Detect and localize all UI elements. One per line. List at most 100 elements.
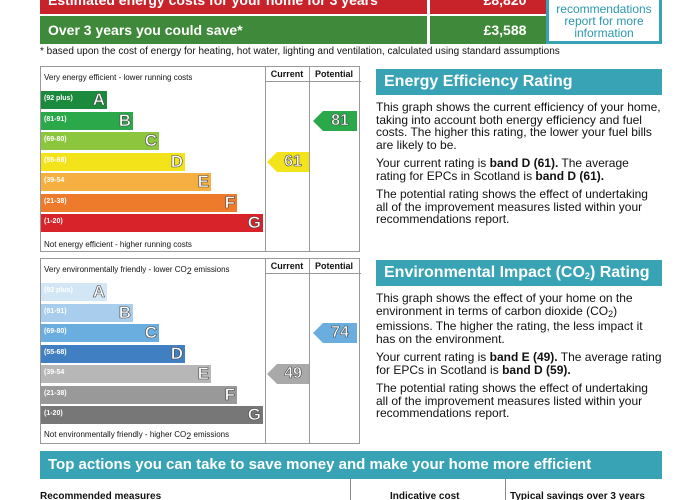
band-range: (55-68) bbox=[44, 156, 67, 164]
savings-label: Over 3 years you could save* bbox=[40, 16, 427, 44]
band-g: (1-20) G bbox=[41, 213, 263, 233]
text: Environmental Impact (CO bbox=[384, 264, 585, 281]
band-range: (92 plus) bbox=[44, 287, 73, 294]
energy-panel-p3: The potential rating shows the effect of… bbox=[376, 187, 648, 226]
band-b: (81-91) B bbox=[41, 110, 133, 130]
band-a: (92 plus) A bbox=[41, 282, 107, 302]
band-letter: G bbox=[247, 405, 261, 425]
band-range: (1-20) bbox=[44, 410, 63, 417]
band-letter: B bbox=[118, 110, 131, 130]
band-letter: F bbox=[224, 192, 235, 212]
potential-rating-value: 81 bbox=[331, 111, 349, 129]
current-rating-value: 61 bbox=[284, 152, 302, 170]
current-header: Current bbox=[270, 69, 304, 79]
band-f: (21-38) F bbox=[41, 384, 237, 404]
text: emissions bbox=[191, 430, 230, 439]
potential-rating-value: 74 bbox=[331, 324, 349, 342]
top-caption: Very environmentally friendly - lower CO… bbox=[44, 265, 230, 276]
band-letter: C bbox=[144, 323, 157, 343]
subscript: 2 bbox=[186, 431, 192, 441]
band-letter: G bbox=[247, 213, 261, 233]
band-range: (81-91) bbox=[44, 115, 67, 123]
current-band: band D (61). bbox=[489, 156, 559, 170]
measures-header: Recommended measures bbox=[40, 491, 162, 500]
text: ) Rating bbox=[589, 264, 650, 281]
text: Not environmentally friendly - higher CO bbox=[44, 430, 187, 439]
band-c: (69-80) C bbox=[41, 131, 159, 151]
band-range: (21-38) bbox=[44, 389, 67, 397]
band-letter: D bbox=[170, 151, 183, 171]
total-cost-value: £8,820 bbox=[430, 0, 580, 14]
column-divider bbox=[505, 478, 506, 500]
band-a: (92 plus) A bbox=[41, 90, 107, 110]
band-f: (21-38) F bbox=[41, 192, 237, 212]
band-e: (39-54 E bbox=[41, 364, 211, 384]
current-band: band E (49). bbox=[489, 350, 558, 364]
cost-header: Indicative cost bbox=[390, 491, 460, 500]
band-range: (81-91) bbox=[44, 307, 67, 315]
band-range: (1-20) bbox=[44, 218, 63, 225]
header-divider bbox=[265, 273, 361, 274]
energy-panel-p2: Your current rating is band D (61). The … bbox=[376, 157, 662, 182]
text: Very environmentally friendly - lower CO bbox=[44, 265, 187, 274]
text: ) emissions. The higher the rating, the … bbox=[376, 303, 643, 346]
band-range: (92 plus) bbox=[44, 95, 73, 102]
recommendations-note: recommendations report for more informat… bbox=[546, 0, 662, 44]
potential-column-divider bbox=[309, 67, 310, 251]
band-e: (39-54 E bbox=[41, 172, 211, 192]
rec-line-2: report for more bbox=[564, 14, 644, 28]
text: Your current rating is bbox=[376, 156, 490, 170]
band-range: (21-38) bbox=[44, 197, 67, 205]
band-range: (69-80) bbox=[44, 136, 67, 143]
band-letter: A bbox=[92, 282, 105, 302]
band-letter: F bbox=[224, 384, 235, 404]
potential-rating-arrow: 81 bbox=[313, 110, 357, 131]
current-header: Current bbox=[270, 261, 304, 271]
total-cost-label: Estimated energy costs for your home for… bbox=[40, 0, 427, 14]
average-band: band D (61). bbox=[535, 168, 605, 183]
band-c: (69-80) C bbox=[41, 323, 159, 343]
energy-panel-p1: This graph shows the current efficiency … bbox=[376, 100, 661, 152]
subscript: 2 bbox=[608, 308, 614, 319]
current-rating-value: 49 bbox=[284, 365, 302, 383]
band-range: (69-80) bbox=[44, 328, 67, 335]
current-column-divider bbox=[265, 67, 266, 251]
energy-rating-panel: Energy Efficiency Rating This graph show… bbox=[376, 69, 662, 226]
env-panel-p2: Your current rating is band E (49). The … bbox=[376, 351, 662, 376]
band-d: (55-68) D bbox=[41, 151, 185, 171]
top-caption: Very energy efficient - lower running co… bbox=[44, 73, 193, 82]
band-letter: E bbox=[197, 364, 209, 384]
bottom-caption: Not energy efficient - higher running co… bbox=[44, 240, 192, 249]
subscript: 2 bbox=[584, 271, 590, 281]
text: This graph shows the effect of your home… bbox=[376, 291, 633, 318]
band-range: (39-54 bbox=[44, 369, 65, 376]
band-b: (81-91) B bbox=[41, 302, 133, 322]
environmental-impact-chart: Current Potential Very environmentally f… bbox=[40, 258, 361, 444]
footnote: * based upon the cost of energy for heat… bbox=[40, 46, 560, 57]
header-divider bbox=[265, 81, 361, 82]
text: Your current rating is bbox=[376, 350, 490, 364]
band-letter: C bbox=[144, 131, 157, 151]
rec-line-1: recommendations bbox=[556, 2, 652, 16]
current-rating-arrow: 61 bbox=[267, 151, 309, 172]
top-actions-banner: Top actions you can take to save money a… bbox=[40, 451, 662, 479]
current-rating-arrow: 49 bbox=[267, 364, 309, 384]
energy-panel-title: Energy Efficiency Rating bbox=[376, 69, 662, 95]
potential-header: Potential bbox=[314, 261, 353, 271]
band-d: (55-68) D bbox=[41, 343, 185, 363]
env-panel-title: Environmental Impact (CO2) Rating bbox=[376, 260, 662, 286]
average-band: band D (59). bbox=[502, 362, 571, 377]
energy-efficiency-chart: Current Potential Very energy efficient … bbox=[40, 66, 361, 252]
subscript: 2 bbox=[186, 266, 192, 276]
band-letter: E bbox=[197, 172, 209, 192]
band-letter: B bbox=[118, 302, 131, 322]
column-divider bbox=[350, 478, 351, 500]
rec-line-3: information bbox=[574, 26, 634, 40]
band-letter: A bbox=[92, 90, 105, 110]
env-panel-p3: The potential rating shows the effect of… bbox=[376, 381, 648, 420]
potential-column-divider bbox=[309, 259, 310, 443]
text: The average rating for EPCs in Scotland … bbox=[376, 156, 629, 183]
text: The average rating for EPCs in Scotland … bbox=[376, 350, 662, 377]
env-panel-p1: This graph shows the effect of your home… bbox=[376, 292, 662, 345]
text: emissions bbox=[191, 265, 230, 274]
